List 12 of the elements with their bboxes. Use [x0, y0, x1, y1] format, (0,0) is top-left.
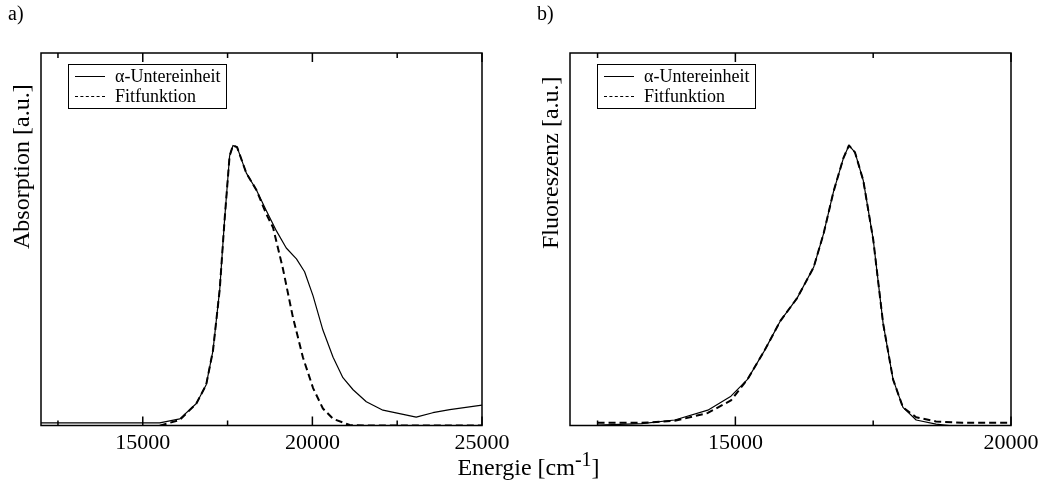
- legend-label: Fitfunktion: [115, 86, 197, 106]
- x-tick-label: 20000: [983, 428, 1039, 454]
- y-axis-title: Fluoreszenz [a.u.]: [537, 75, 564, 249]
- legend-label: α-Untereinheit: [644, 66, 750, 86]
- legend-label: Fitfunktion: [644, 86, 726, 106]
- legend-label: α-Untereinheit: [115, 66, 221, 86]
- x-tick-label: 20000: [284, 428, 340, 454]
- chart-title: a): [8, 2, 24, 25]
- y-axis-title: Absorption [a.u.]: [8, 83, 35, 249]
- x-tick-label: 15000: [707, 428, 763, 454]
- x-tick-label: 15000: [115, 428, 171, 454]
- chart-title: b): [537, 2, 554, 25]
